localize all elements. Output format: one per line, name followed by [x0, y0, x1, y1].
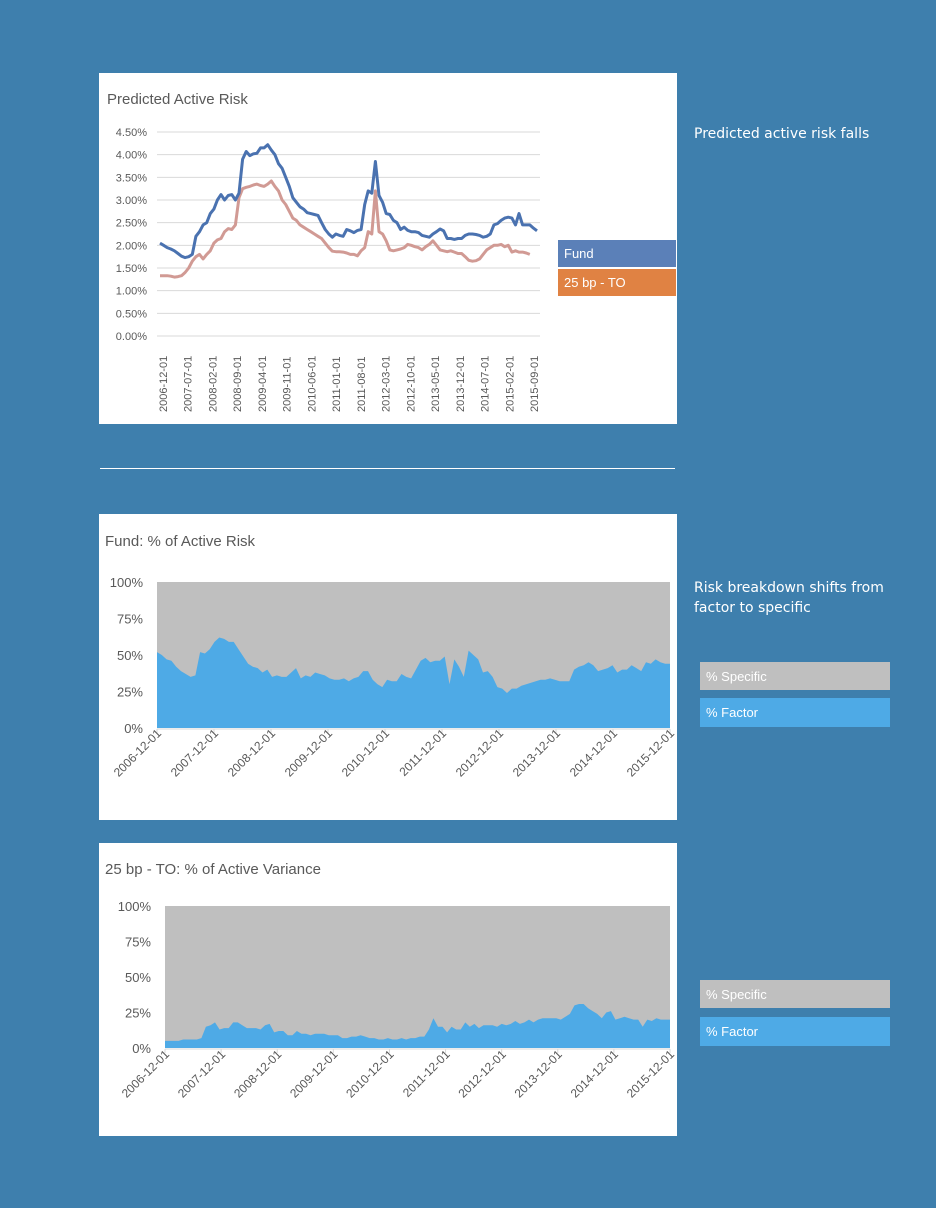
x-tick-label: 2010-12-01: [339, 726, 393, 780]
x-tick-label: 2009-04-01: [257, 356, 269, 412]
x-tick-label: 2011-08-01: [356, 357, 368, 412]
x-tick-label: 2011-01-01: [331, 357, 343, 412]
x-tick-label: 2006-12-01: [158, 356, 170, 412]
area-factor: [157, 637, 670, 728]
y-tick-label: 1.00%: [116, 286, 147, 298]
y-tick-label: 0.00%: [116, 331, 147, 343]
y-tick-label: 0.50%: [116, 308, 147, 320]
chart-title: Fund: % of Active Risk: [105, 533, 256, 550]
legend-25bp-to: 25 bp - TO: [558, 269, 676, 296]
x-tick-label: 2009-12-01: [287, 1047, 341, 1101]
area-chart-svg: 0%25%50%75%100%2006-12-01 2007-12-01 2008-…: [118, 899, 677, 1101]
chart-title: Predicted Active Risk: [107, 91, 248, 108]
x-tick-label: 2010-06-01: [306, 356, 318, 412]
y-tick-label: 25%: [117, 685, 143, 700]
x-tick-label: 2013-12-01: [512, 1047, 566, 1101]
y-tick-label: 3.00%: [116, 195, 147, 207]
y-tick-label: 4.00%: [116, 150, 147, 162]
x-tick-label: 2011-12-01: [396, 726, 449, 779]
x-tick-label: 2011-12-01: [400, 1047, 453, 1100]
y-tick-label: 0%: [124, 721, 143, 736]
y-tick-label: 50%: [117, 648, 143, 663]
x-tick-label: 2008-12-01: [225, 726, 279, 780]
line-chart-svg: 0.00% 0.50% 1.00% 1.50% 2.00% 2.50% 3.00% 3.50%…: [116, 127, 541, 412]
x-tick-label: 2012-03-01: [381, 356, 393, 412]
x-tick-label: 2010-12-01: [343, 1047, 397, 1101]
legend-specific-label: % Specific: [706, 668, 767, 684]
area-factor: [165, 1004, 670, 1048]
legend-factor: % Factor: [700, 698, 890, 727]
legend-factor: % Factor: [700, 1017, 890, 1046]
x-tick-label: 2015-09-01: [529, 356, 541, 412]
x-tick-label: 2008-12-01: [231, 1047, 285, 1101]
x-tick-label: 2014-12-01: [568, 1047, 622, 1101]
legend-specific: % Specific: [700, 662, 890, 690]
chart-panel-fund-active-risk: Fund: % of Active Risk 0% 25% 50% 75% 100% 20…: [99, 514, 677, 820]
y-tick-label: 25%: [125, 1006, 151, 1021]
chart-panel-to-active-variance: 25 bp - TO: % of Active Variance 0% 25% 50…: [99, 843, 677, 1136]
x-tick-label: 2009-11-01: [282, 357, 294, 412]
y-tick-label: 0%: [132, 1041, 151, 1056]
x-tick-label: 2013-05-01: [430, 356, 442, 412]
legend-to-label: 25 bp - TO: [564, 275, 626, 290]
x-tick-label: 2012-10-01: [405, 356, 417, 412]
x-tick-label: 2007-07-01: [183, 356, 195, 412]
x-tick-label: 2007-12-01: [175, 1047, 229, 1101]
series-line-25bp-to: [160, 179, 531, 279]
x-tick-label: 2015-12-01: [624, 1047, 677, 1101]
x-tick-label: 2013-12-01: [510, 726, 564, 780]
legend-factor-label: % Factor: [706, 705, 759, 720]
y-tick-label: 1.50%: [116, 263, 147, 275]
series-line-fund: [159, 143, 538, 260]
y-tick-label: 2.00%: [116, 240, 147, 252]
x-tick-label: 2015-02-01: [504, 356, 516, 412]
y-tick-label: 3.50%: [116, 172, 147, 184]
note-predicted-risk-falls: Predicted active risk falls: [694, 126, 870, 142]
legend-factor-label: % Factor: [706, 1024, 759, 1039]
x-tick-label: 2013-12-01: [455, 356, 467, 412]
legend-specific: % Specific: [700, 980, 890, 1008]
y-tick-label: 75%: [117, 612, 143, 627]
x-tick-label: 2012-12-01: [455, 1047, 509, 1101]
legend-specific-label: % Specific: [706, 986, 767, 1002]
note-risk-breakdown-shifts: Risk breakdown shifts from factor to spe…: [694, 580, 884, 616]
x-tick-label: 2007-12-01: [168, 726, 222, 780]
x-tick-label: 2009-12-01: [282, 726, 336, 780]
x-tick-label: 2008-02-01: [207, 356, 219, 412]
x-tick-label: 2015-12-01: [624, 726, 677, 780]
y-tick-label: 75%: [125, 935, 151, 950]
legend-fund-label: Fund: [564, 246, 594, 261]
chart-title: 25 bp - TO: % of Active Variance: [105, 861, 321, 878]
section-divider: [100, 468, 675, 469]
y-tick-label: 100%: [110, 575, 144, 590]
area-chart-svg: 0%25%50%75%100%2006-12-01 2007-12-01 2008-…: [110, 575, 677, 780]
y-tick-label: 4.50%: [116, 127, 147, 139]
x-tick-label: 2014-07-01: [480, 356, 492, 412]
x-tick-label: 2012-12-01: [453, 726, 507, 780]
y-tick-label: 2.50%: [116, 218, 147, 230]
x-tick-label: 2014-12-01: [567, 726, 621, 780]
legend-fund: Fund: [558, 240, 676, 267]
y-tick-label: 100%: [118, 899, 152, 914]
y-tick-label: 50%: [125, 970, 151, 985]
x-tick-label: 2008-09-01: [232, 356, 244, 412]
